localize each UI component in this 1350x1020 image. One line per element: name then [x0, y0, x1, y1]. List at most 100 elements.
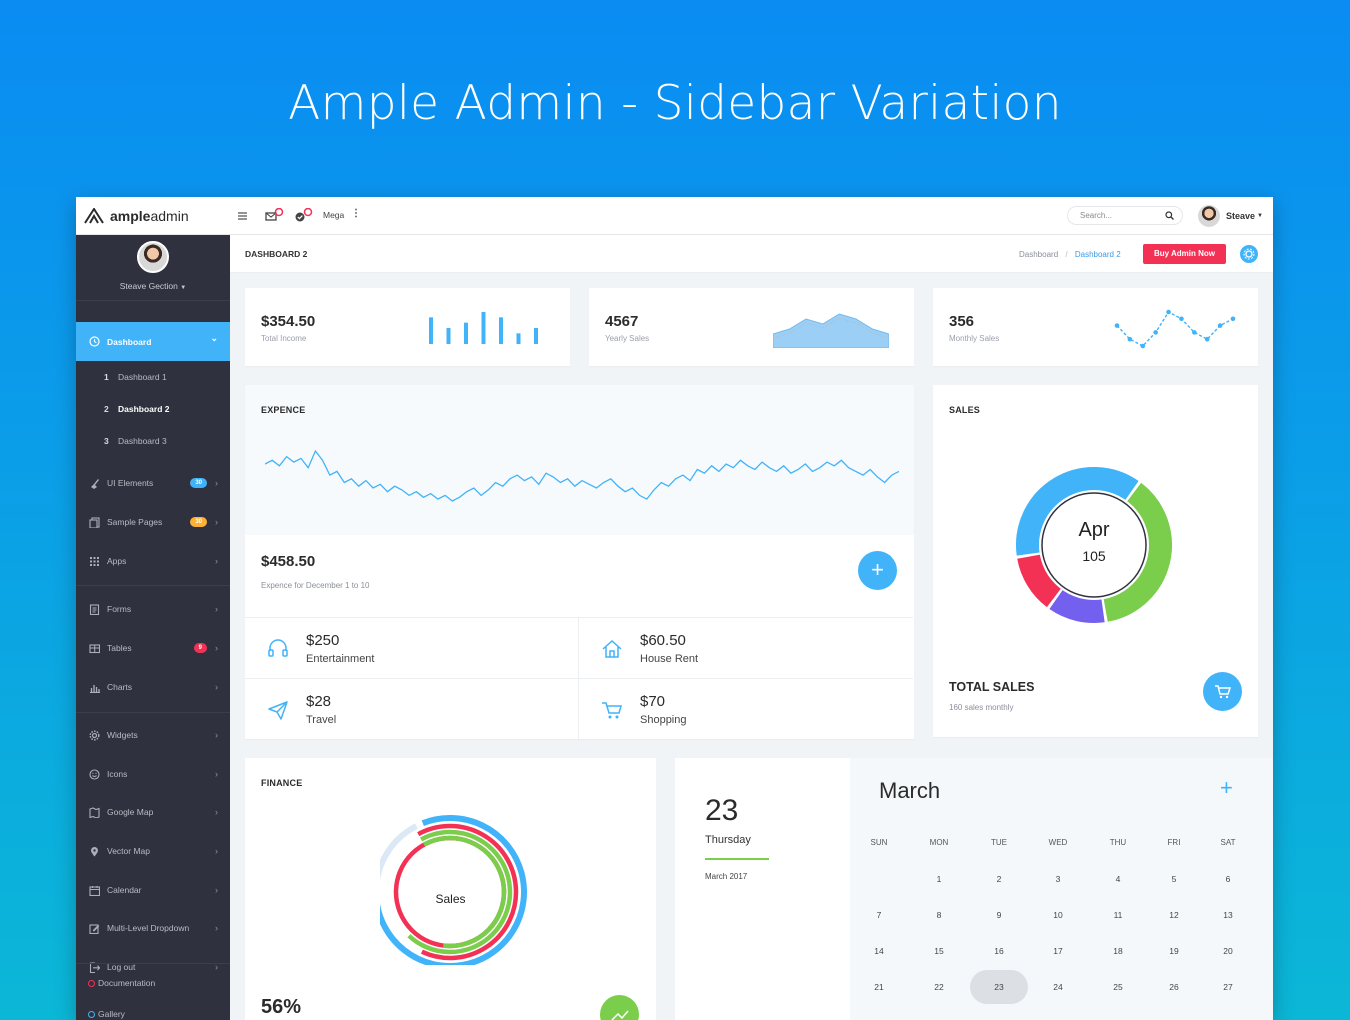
- calendar-day-cell[interactable]: 4: [1115, 874, 1121, 884]
- calendar-day-cell[interactable]: 3: [1055, 874, 1061, 884]
- brand-logo[interactable]: ample admin: [76, 197, 230, 235]
- breadcrumb-item-dashboard[interactable]: Dashboard: [1019, 250, 1059, 259]
- expense-item-name: Entertainment: [306, 653, 375, 665]
- expense-item-amount: $60.50: [640, 632, 686, 649]
- settings-gear-button[interactable]: [1240, 245, 1258, 263]
- spark-point: [1140, 343, 1146, 349]
- spark-bar: [516, 333, 521, 344]
- sales-cart-button[interactable]: [1203, 672, 1242, 711]
- footer-link-label: Gallery: [98, 1009, 125, 1019]
- calendar-day-cell[interactable]: 13: [1223, 910, 1233, 920]
- sidebar-item-multi-level-dropdown[interactable]: Multi-Level Dropdown ›: [76, 914, 230, 942]
- chevron-right-icon: ›: [215, 846, 218, 856]
- sidebar-footer-documentation[interactable]: Documentation: [76, 975, 230, 991]
- expense-chart-area: [245, 385, 914, 535]
- tasks-notify-icon[interactable]: [294, 208, 314, 224]
- calendar-day-cell[interactable]: 22: [934, 982, 944, 992]
- sidebar-subitem-dashboard-3[interactable]: 3 Dashboard 3: [76, 425, 230, 457]
- finance-trend-button[interactable]: [600, 995, 639, 1020]
- calendar-day-cell[interactable]: 27: [1223, 982, 1233, 992]
- home-icon: [602, 639, 622, 658]
- sidebar-item-dashboard[interactable]: Dashboard ⌄: [76, 322, 230, 361]
- calendar-day-cell[interactable]: 7: [876, 910, 882, 920]
- calendar-day-cell[interactable]: 14: [874, 946, 884, 956]
- calendar-day-cell[interactable]: 12: [1169, 910, 1179, 920]
- buy-admin-button[interactable]: Buy Admin Now: [1143, 244, 1226, 264]
- calendar-day-cell[interactable]: 15: [934, 946, 944, 956]
- search-icon[interactable]: [1165, 211, 1174, 220]
- sidebar-item-label: Calendar: [107, 885, 142, 895]
- mega-menu-dots-icon[interactable]: ⋮: [351, 208, 361, 219]
- mega-menu-label[interactable]: Mega: [323, 210, 345, 220]
- calendar-day-cell[interactable]: 20: [1223, 946, 1233, 956]
- calendar-day-cell[interactable]: 6: [1225, 874, 1231, 884]
- sidebar-subitem-dashboard-1[interactable]: 1 Dashboard 1: [76, 361, 230, 393]
- sidebar-item-google-map[interactable]: Google Map ›: [76, 798, 230, 826]
- calendar-day-cell[interactable]: 2: [996, 874, 1002, 884]
- spark-point: [1192, 330, 1197, 335]
- calendar-day-cell[interactable]: 21: [874, 982, 884, 992]
- calendar-month-year: March 2017: [705, 872, 748, 881]
- breadcrumb-item-current[interactable]: Dashboard 2: [1074, 250, 1121, 259]
- calendar-day-cell[interactable]: 8: [936, 910, 942, 920]
- stat-label: Total Income: [261, 334, 307, 343]
- chevron-right-icon: ›: [215, 962, 218, 972]
- calendar-day-cell[interactable]: 5: [1171, 874, 1177, 884]
- gear-icon: [1243, 248, 1255, 260]
- sidebar-item-tables[interactable]: Tables 9 ›: [76, 634, 230, 662]
- chevron-right-icon: ›: [215, 604, 218, 614]
- calendar-day-cell[interactable]: 1: [936, 874, 942, 884]
- user-avatar: [1198, 205, 1220, 227]
- sidebar-divider: [76, 585, 230, 586]
- calendar-day-cell[interactable]: 16: [994, 946, 1004, 956]
- calendar-day: 23: [705, 794, 739, 827]
- smiley-icon: [89, 768, 100, 780]
- finance-percent: 56%: [261, 996, 302, 1018]
- breadcrumb: Dashboard / Dashboard 2: [1019, 250, 1121, 259]
- calendar-underline: [705, 858, 769, 860]
- calendar-day-cell[interactable]: 18: [1113, 946, 1123, 956]
- sidebar-item-charts[interactable]: Charts ›: [76, 673, 230, 701]
- circle-icon: [88, 979, 95, 987]
- hamburger-icon[interactable]: [238, 208, 248, 224]
- calendar-day-cell[interactable]: 24: [1053, 982, 1063, 992]
- sidebar-item-sample-pages[interactable]: Sample Pages 30 ›: [76, 508, 230, 536]
- donut-inner-border: [1041, 492, 1147, 598]
- card-title: SALES: [949, 405, 981, 415]
- sidebar-item-label: Sample Pages: [107, 517, 163, 527]
- sidebar-item-forms[interactable]: Forms ›: [76, 595, 230, 623]
- search-input[interactable]: Search...: [1067, 206, 1183, 225]
- chevron-right-icon: ›: [215, 556, 218, 566]
- monthly-line-sparkline: [1114, 309, 1236, 349]
- calendar-day-cell[interactable]: 10: [1053, 910, 1063, 920]
- sidebar-item-ui-elements[interactable]: UI Elements 30 ›: [76, 469, 230, 497]
- brand-bold: ample: [110, 208, 151, 224]
- app-window: ample admin Mega ⋮ Search... Steave ▼ Ste…: [76, 197, 1273, 1020]
- sidebar-item-widgets[interactable]: Widgets ›: [76, 721, 230, 749]
- calendar-day-cell[interactable]: 25: [1113, 982, 1123, 992]
- sidebar-item-vector-map[interactable]: Vector Map ›: [76, 837, 230, 865]
- trending-up-icon: [611, 1010, 629, 1020]
- sidebar-profile[interactable]: Steave Gection ▼: [76, 235, 230, 301]
- add-expense-button[interactable]: +: [858, 551, 897, 590]
- mail-notify-icon[interactable]: [265, 208, 285, 224]
- sidebar-item-icons[interactable]: Icons ›: [76, 760, 230, 788]
- sidebar-subitem-dashboard-2[interactable]: 2 Dashboard 2: [76, 393, 230, 425]
- calendar-day-cell[interactable]: 9: [996, 910, 1002, 920]
- calendar-day-cell[interactable]: 26: [1169, 982, 1179, 992]
- calendar-day-cell[interactable]: 23: [970, 970, 1028, 1004]
- chevron-down-icon: ⌄: [210, 333, 218, 343]
- paper-plane-icon: [268, 701, 288, 720]
- sidebar-footer-gallery[interactable]: Gallery: [76, 1006, 230, 1020]
- calendar-day-cell[interactable]: 19: [1169, 946, 1179, 956]
- calendar-day-cell[interactable]: 11: [1113, 910, 1123, 920]
- sidebar-item-calendar[interactable]: Calendar ›: [76, 876, 230, 904]
- cart-icon: [602, 702, 622, 719]
- calendar-day-cell[interactable]: 17: [1053, 946, 1063, 956]
- add-event-button[interactable]: +: [1220, 775, 1233, 801]
- hero-title: Ample Admin - Sidebar Variation: [288, 76, 1062, 131]
- user-menu[interactable]: Steave ▼: [1198, 203, 1263, 229]
- calendar-weekday-header: THU: [1109, 838, 1127, 847]
- sidebar-item-log-out[interactable]: Log out ›: [76, 953, 230, 981]
- sidebar-item-apps[interactable]: Apps ›: [76, 547, 230, 575]
